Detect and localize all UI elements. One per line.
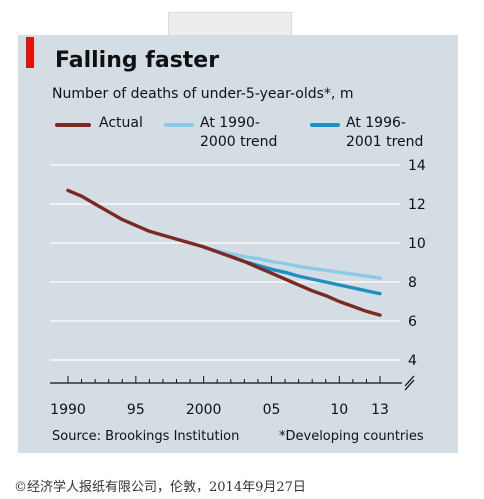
y-tick-label-4: 4 bbox=[408, 353, 417, 369]
chart-title: Falling faster bbox=[55, 48, 220, 73]
series-line-trend-1990-2000 bbox=[202, 246, 382, 280]
chart-subtitle: Number of deaths of under-5-year-olds*, … bbox=[52, 86, 354, 102]
x-tick-label-2010: 10 bbox=[330, 402, 348, 418]
x-tick-label-2013: 13 bbox=[371, 402, 389, 418]
footnote: *Developing countries bbox=[279, 429, 424, 444]
series-line-actual bbox=[66, 188, 382, 317]
x-tick-label-2000: 2000 bbox=[186, 402, 222, 418]
copyright-line: ©经济学人报纸有限公司，伦敦，2014年9月27日 bbox=[14, 480, 306, 495]
x-tick-label-1990: 1990 bbox=[50, 402, 86, 418]
legend-swatch-trend-1990-2000 bbox=[164, 123, 194, 127]
legend-label-trend-1996-2001: At 1996- 2001 trend bbox=[346, 115, 424, 150]
y-tick-label-14: 14 bbox=[408, 158, 426, 174]
y-tick-label-6: 6 bbox=[408, 314, 417, 330]
legend-swatch-trend-1996-2001 bbox=[310, 123, 340, 127]
y-tick-label-12: 12 bbox=[408, 197, 426, 213]
accent-bar bbox=[26, 37, 34, 68]
y-tick-label-10: 10 bbox=[408, 236, 426, 252]
x-tick-label-1995: 95 bbox=[127, 402, 145, 418]
x-tick-label-2005: 05 bbox=[263, 402, 281, 418]
legend-label-actual: Actual bbox=[99, 115, 143, 131]
y-tick-label-8: 8 bbox=[408, 275, 417, 291]
source-note: Source: Brookings Institution bbox=[52, 429, 240, 444]
legend-swatch-actual bbox=[55, 123, 91, 127]
axis-break-mark bbox=[404, 375, 415, 391]
legend-label-trend-1990-2000: At 1990- 2000 trend bbox=[200, 115, 278, 150]
